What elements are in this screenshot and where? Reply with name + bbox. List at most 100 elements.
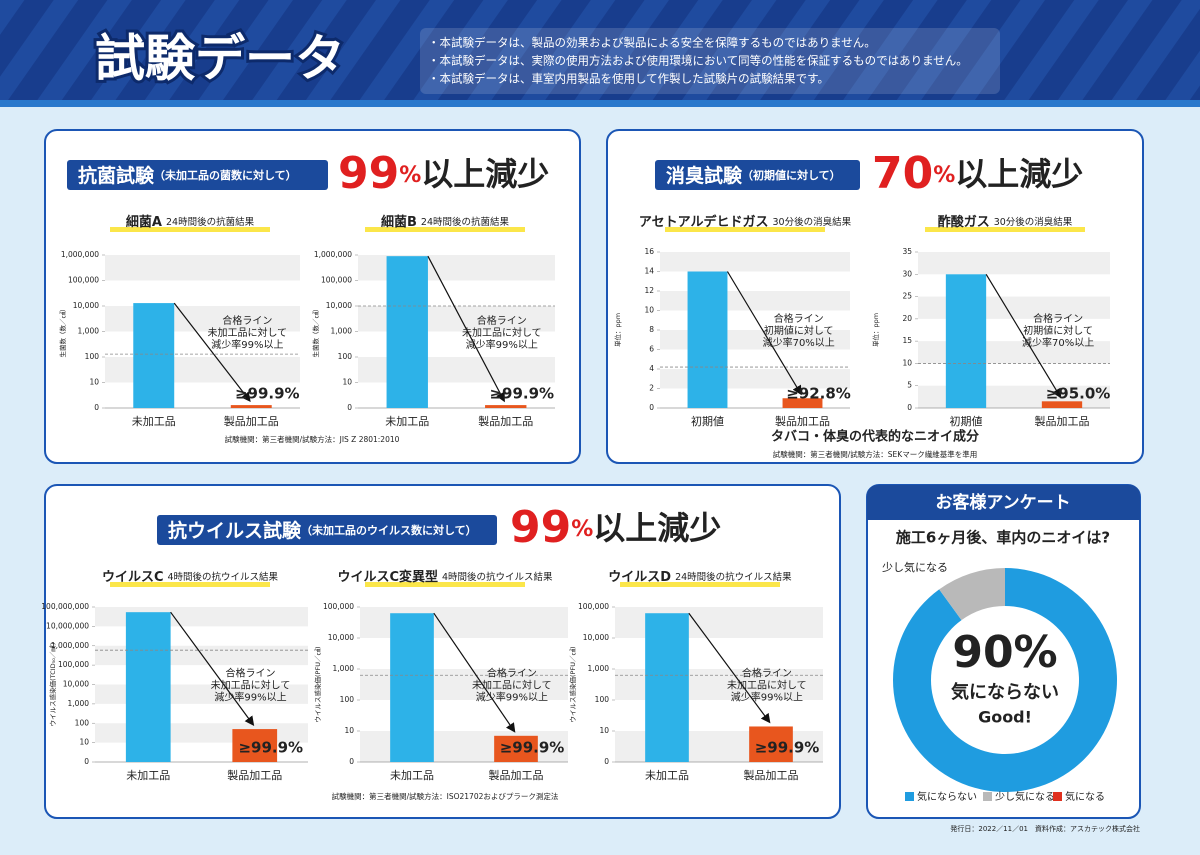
y-tick-label: 0 xyxy=(349,757,354,766)
y-tick-label: 0 xyxy=(604,757,609,766)
pass-label: 未加工品に対して xyxy=(727,679,807,692)
headline-unit: % xyxy=(399,163,421,188)
y-axis-label: ウイルス感染価(PFU／㎠) xyxy=(313,647,322,723)
pass-label: 減少率70%以上 xyxy=(1022,336,1094,349)
headline-text: 以上減少 xyxy=(593,509,721,547)
x-tick-label: 製品加工品 xyxy=(775,414,830,428)
legend-label: 気になる xyxy=(1065,790,1105,803)
plot-band xyxy=(105,255,300,281)
x-tick-label: 製品加工品 xyxy=(224,414,279,428)
notes-box xyxy=(420,28,1000,94)
arrow xyxy=(173,302,251,402)
y-tick-label: 0 xyxy=(649,403,654,412)
y-tick-label: 1,000 xyxy=(68,699,90,708)
badge-text: 抗ウイルス試験（未加工品のウイルス数に対して） xyxy=(168,519,477,542)
y-tick-label: 1,000 xyxy=(588,664,610,673)
x-tick-label: 製品加工品 xyxy=(478,414,533,428)
y-tick-label: 4 xyxy=(649,364,654,373)
x-tick-label: 未加工品 xyxy=(385,415,429,428)
chart-title: ウイルスC 4時間後の抗ウイルス結果 xyxy=(102,570,279,585)
arrow xyxy=(688,612,771,724)
y-tick-label: 10 xyxy=(599,726,609,735)
header-band xyxy=(0,0,1200,104)
chart-title: ウイルスD 24時間後の抗ウイルス結果 xyxy=(608,570,792,585)
plot-band xyxy=(918,252,1110,275)
y-tick-label: 100,000 xyxy=(323,602,354,611)
x-tick-label: 製品加工品 xyxy=(227,768,282,782)
bar xyxy=(390,613,434,762)
bar xyxy=(687,271,728,408)
y-tick-label: 100 xyxy=(75,718,90,727)
y-tick-label: 30 xyxy=(902,269,912,278)
arrow xyxy=(170,611,255,727)
chart-title: アセトアルデヒドガス 30分後の消臭結果 xyxy=(639,214,852,230)
bar xyxy=(782,398,823,408)
y-tick-label: 100 xyxy=(595,695,610,704)
pass-label: 減少率70%以上 xyxy=(763,336,835,349)
y-tick-label: 100,000,000 xyxy=(41,602,89,611)
y-tick-label: 100 xyxy=(338,352,353,361)
pass-label: 減少率99%以上 xyxy=(211,338,283,351)
pass-label: 未加工品に対して xyxy=(207,326,287,339)
title-highlight xyxy=(925,227,1085,232)
y-tick-label: 10,000 xyxy=(63,680,89,689)
chart-title-sub: 4時間後の抗ウイルス結果 xyxy=(168,571,279,583)
y-tick-label: 100,000 xyxy=(321,276,352,285)
pass-label: 未加工品に対して xyxy=(211,679,291,692)
panel-caption: タバコ・体臭の代表的なニオイ成分 xyxy=(771,429,979,445)
y-tick-label: 12 xyxy=(644,286,654,295)
y-tick-label: 100 xyxy=(85,352,100,361)
chart-title-main: アセトアルデヒドガス xyxy=(639,214,769,230)
chart-title-sub: 30分後の消臭結果 xyxy=(773,216,852,228)
y-tick-label: 100 xyxy=(340,695,355,704)
y-tick-label: 10,000 xyxy=(326,301,352,310)
headline-text: 以上減少 xyxy=(955,155,1083,193)
legend-swatch xyxy=(905,792,914,801)
badge xyxy=(655,160,860,190)
survey-question: 施工6ヶ月後、車内のニオイは? xyxy=(896,529,1110,547)
bar xyxy=(230,405,272,408)
arrow xyxy=(985,273,1062,399)
center-category: 気にならない xyxy=(951,681,1059,703)
pass-label: 減少率99%以上 xyxy=(214,691,286,704)
panel-note: 試験機関：第三者機関/試験方法：SEKマーク繊維基準を準用 xyxy=(773,449,977,459)
reduction-label: ≥99.9% xyxy=(238,739,303,757)
y-tick-label: 1,000,000 xyxy=(314,250,352,259)
y-tick-label: 10 xyxy=(902,358,912,367)
title-highlight xyxy=(110,582,270,587)
chart-title: 細菌B 24時間後の抗菌結果 xyxy=(381,214,510,230)
y-tick-label: 0 xyxy=(907,403,912,412)
pass-label: 初期値に対して xyxy=(1023,324,1093,337)
header-note: ・本試験データは、実際の使用方法および使用環境において同等の性能を保証するもので… xyxy=(428,54,968,68)
title-highlight xyxy=(665,227,825,232)
badge-note: （初期値に対して） xyxy=(742,168,841,182)
y-axis-label: ウイルス感染価(PFU／㎠) xyxy=(568,647,577,723)
pass-label: 未加工品に対して xyxy=(462,326,542,339)
arrow xyxy=(427,255,505,403)
y-axis-label: 単位：ppm xyxy=(871,313,880,347)
y-tick-label: 0 xyxy=(84,757,89,766)
bar xyxy=(645,613,689,762)
panel-note: 試験機関：第三者機関/試験方法：ISO21702およびプラーク測定法 xyxy=(332,791,559,801)
header-note: ・本試験データは、製品の効果および製品による安全を保障するものではありません。 xyxy=(428,36,876,50)
y-tick-label: 20 xyxy=(902,314,912,323)
headline: 70%以上減少 xyxy=(872,148,1083,199)
y-tick-label: 100,000 xyxy=(58,660,89,669)
y-tick-label: 5 xyxy=(907,381,912,390)
y-tick-label: 1,000 xyxy=(331,327,353,336)
y-tick-label: 10 xyxy=(342,378,352,387)
pass-label: 初期値に対して xyxy=(764,324,834,337)
x-tick-label: 製品加工品 xyxy=(744,768,799,782)
chart-title-main: ウイルスC xyxy=(102,570,164,585)
legend-label: 気にならない xyxy=(917,790,977,803)
y-tick-label: 16 xyxy=(644,247,654,256)
x-tick-label: 未加工品 xyxy=(132,415,176,428)
pass-label: 減少率99%以上 xyxy=(466,338,538,351)
chart-title: 酢酸ガス 30分後の消臭結果 xyxy=(938,214,1073,230)
chart-title-main: ウイルスC変異型 xyxy=(337,569,438,585)
y-tick-label: 1,000,000 xyxy=(61,250,99,259)
y-axis-label: 生菌数（数／㎠） xyxy=(311,306,320,358)
chart-title-sub: 4時間後の抗ウイルス結果 xyxy=(442,571,553,583)
reduction-label: ≥92.8% xyxy=(786,385,851,403)
